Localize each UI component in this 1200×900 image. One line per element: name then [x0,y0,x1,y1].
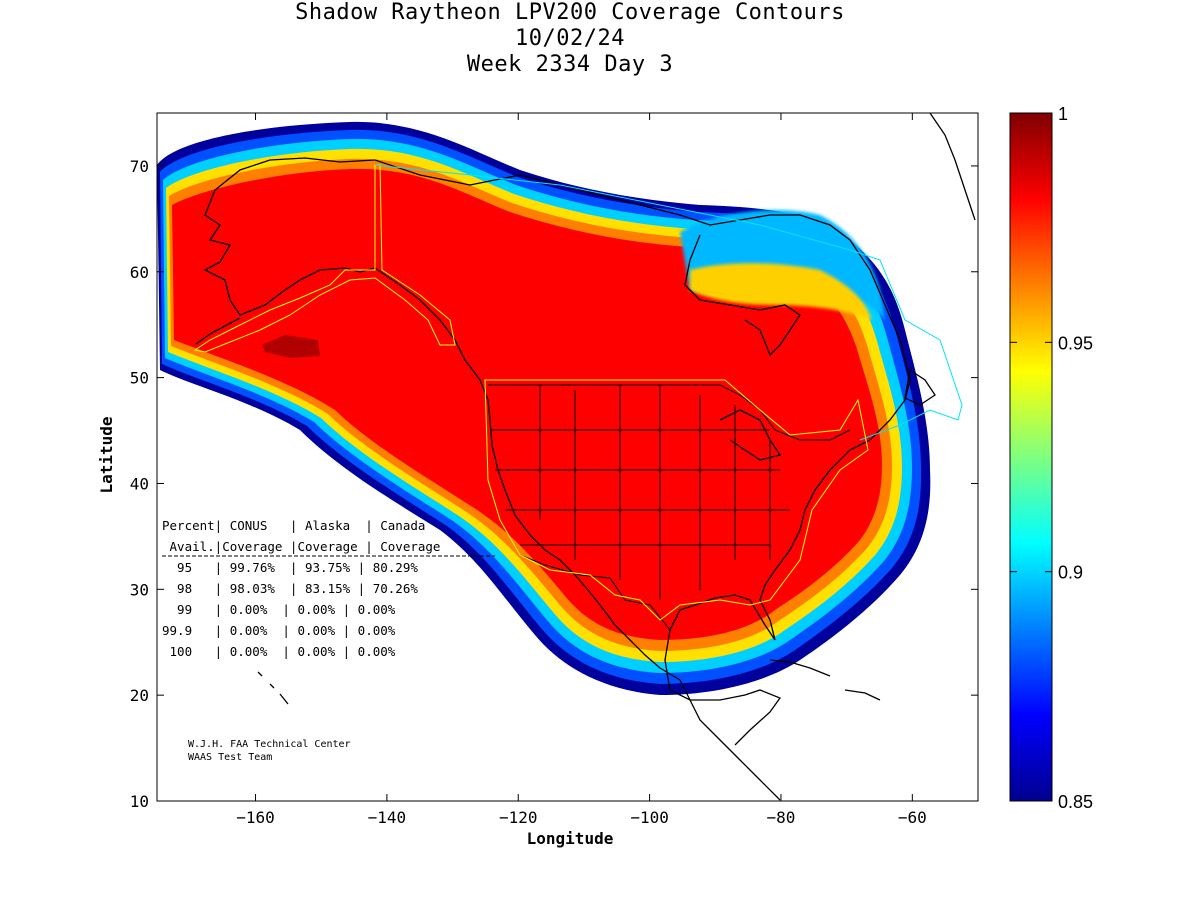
west-coast-coastline [374,267,681,681]
state-lines-vertical [539,385,771,600]
colorbar-frame [1009,112,1053,802]
map-title-week: Week 2334 Day 3 [466,52,674,77]
us-canada-border [488,384,851,441]
table-row: 99.9 | 0.00% | 0.00% | 0.00% [162,623,396,638]
table-header-1: Percent| CONUS | Alaska | Canada [162,518,425,533]
colorbar-tick-label: 0.85 [1058,792,1093,812]
cuba [769,659,831,677]
gulf-coastline [669,689,782,746]
canada-service-volume [374,164,963,441]
central-america [679,679,781,801]
credit-line-1: W.J.H. FAA Technical Center [188,739,351,750]
map-plot-area: −160 −140 −120 −100 −80 −60 10 20 30 40 50 60 70 [130,112,979,827]
arctic-coastline [374,159,851,241]
conus-service-volume [484,379,869,621]
y-tick-label: 50 [130,369,149,388]
x-tick-label: −160 [236,808,275,827]
y-tick-label: 30 [130,580,149,599]
table-row: 99 | 0.00% | 0.00% | 0.00% [162,602,396,617]
us-mexico-border [519,554,671,631]
y-tick-label: 70 [130,157,149,176]
x-tick-label: −60 [898,808,927,827]
map-title-line-1: Shadow Raytheon LPV200 Coverage Contours [295,0,845,25]
credit-line-2: WAAS Test Team [188,752,272,763]
x-tick-label: −80 [767,808,796,827]
x-tick-label: −120 [499,808,538,827]
y-axis-label: Latitude [97,416,116,493]
axis-ticks: −160 −140 −120 −100 −80 −60 10 20 30 40 50 60 70 [130,113,978,827]
colorbar-ticks: 1 0.95 0.9 0.85 [1010,104,1093,812]
hudson-bay-coastline [684,234,801,357]
coverage-contours [157,121,931,696]
colorbar: 1 0.95 0.9 0.85 [1009,104,1093,812]
contour-north-east-mid [690,263,872,320]
x-tick-label: −100 [630,808,669,827]
table-row: 98 | 98.03% | 83.15% | 70.26% [162,581,418,596]
table-row: 95 | 99.76% | 93.75% | 80.29% [162,560,418,575]
table-row: 100 | 0.00% | 0.00% | 0.00% [162,644,396,659]
service-volume-outlines [193,164,963,621]
y-tick-label: 10 [130,792,149,811]
greenland-edge [929,113,976,221]
colorbar-tick-label: 0.95 [1058,333,1093,353]
state-lines-horizontal [490,429,790,546]
colorbar-gradient [1010,113,1052,801]
great-lakes [719,409,782,461]
newfoundland [904,368,936,406]
x-tick-label: −140 [368,808,407,827]
coverage-table: Percent| CONUS | Alaska | Canada Avail.|… [162,518,495,659]
hispaniola [844,689,881,701]
y-tick-label: 40 [130,474,149,493]
plot-frame [156,112,979,802]
alaska-coastline [203,157,376,316]
alaska-service-volume [193,164,456,353]
us-state-borders [488,384,851,631]
y-tick-label: 60 [130,263,149,282]
contour-peak [262,335,320,358]
aleutian-islands [195,317,241,345]
y-tick-label: 20 [130,686,149,705]
colorbar-tick-label: 0.9 [1058,563,1083,583]
hawaii-islands [257,671,289,705]
map-title-date: 10/02/24 [515,26,625,51]
colorbar-tick-label: 1 [1058,104,1068,124]
table-header-2: Avail.|Coverage |Coverage | Coverage [162,539,440,554]
x-axis-label: Longitude [527,829,614,848]
